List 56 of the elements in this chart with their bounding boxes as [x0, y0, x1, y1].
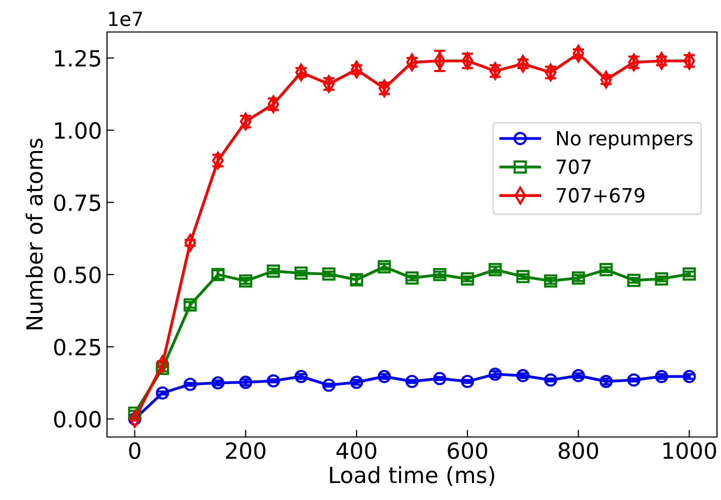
- x-tick-label: 200: [226, 442, 266, 460]
- x-tick-label: 1000: [663, 442, 716, 460]
- point: [460, 374, 474, 388]
- point: [516, 270, 530, 284]
- point: [350, 376, 364, 389]
- y-axis-title: Number of atoms: [26, 138, 43, 330]
- legend-label: 707: [556, 159, 591, 174]
- point: [184, 298, 197, 312]
- point: [572, 369, 585, 382]
- point: [184, 378, 197, 391]
- text: 1e7: [109, 12, 142, 26]
- point: [405, 374, 419, 388]
- point: [654, 272, 668, 286]
- point: [405, 271, 419, 285]
- point: [460, 272, 474, 286]
- point: [239, 376, 252, 389]
- x-tick-label: 800: [558, 442, 598, 460]
- point: [266, 374, 280, 388]
- point: [682, 370, 696, 384]
- legend-label: 707+679: [556, 188, 644, 203]
- point: [627, 373, 640, 387]
- y-tick-label: 1.25: [55, 50, 100, 67]
- legend-label: No repumpers: [557, 131, 692, 150]
- point: [156, 386, 170, 400]
- point: [544, 373, 558, 387]
- y-tick-label: 0.25: [54, 338, 100, 356]
- point: [433, 268, 446, 282]
- x-tick-label: 600: [448, 442, 488, 460]
- point: [128, 406, 142, 420]
- y-tick-label: 0.75: [54, 194, 100, 212]
- y-tick-label: 0.00: [54, 410, 101, 428]
- point: [294, 266, 308, 280]
- point: [599, 263, 613, 276]
- point: [322, 378, 336, 392]
- point: [211, 376, 225, 390]
- point: [294, 370, 308, 384]
- point: [627, 274, 640, 287]
- point: [599, 374, 613, 388]
- x-tick-label: 400: [336, 442, 376, 460]
- point: [266, 264, 280, 278]
- point: [322, 267, 336, 281]
- x-axis-title: Load time (ms): [330, 466, 494, 486]
- point: [156, 362, 170, 376]
- point: [488, 368, 502, 381]
- point: [572, 271, 585, 285]
- point: [682, 267, 696, 281]
- point: [239, 274, 252, 288]
- point: [654, 370, 668, 384]
- y-tick-label: 1.00: [55, 122, 101, 139]
- y-tick-label: 0.50: [54, 266, 101, 284]
- point: [378, 370, 391, 384]
- point: [516, 369, 530, 382]
- point: [488, 263, 502, 276]
- x-tick-label: 0: [129, 442, 140, 460]
- point: [433, 372, 446, 386]
- point: [544, 274, 558, 288]
